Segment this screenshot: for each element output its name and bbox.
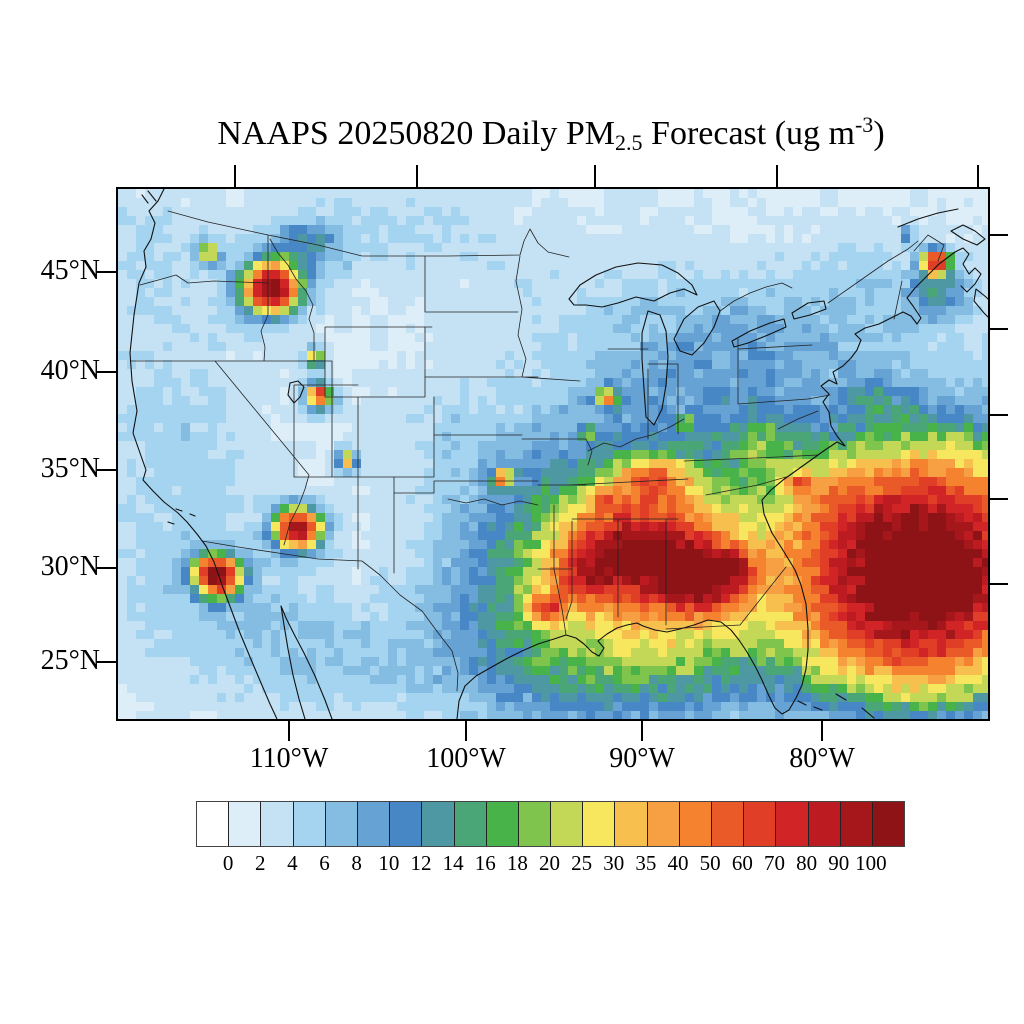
colorbar-cell xyxy=(808,802,841,846)
colorbar-cell xyxy=(261,802,294,846)
lat-tick-label: 25°N xyxy=(40,645,100,676)
colorbar-cell xyxy=(390,802,423,846)
top-tick xyxy=(977,165,979,187)
lon-tick-label: 90°W xyxy=(609,743,675,774)
colorbar-cell xyxy=(647,802,680,846)
colorbar-cell xyxy=(840,802,873,846)
colorbar-tick-label: 4 xyxy=(287,851,298,875)
colorbar-tick-label: 80 xyxy=(796,851,818,875)
colorbar-cell xyxy=(712,802,745,846)
lat-tick-label: 30°N xyxy=(40,551,100,582)
colorbar-cell xyxy=(293,802,326,846)
lat-tick-label: 40°N xyxy=(40,355,100,386)
lon-tick xyxy=(821,719,823,741)
colorbar-tick-label: 90 xyxy=(828,851,850,875)
colorbar-tick-label: 30 xyxy=(603,851,625,875)
colorbar-cell xyxy=(486,802,519,846)
lon-tick xyxy=(465,719,467,741)
colorbar-tick-label: 0 xyxy=(222,851,234,875)
colorbar-tick-label: 12 xyxy=(410,851,432,875)
colorbar-tick-label: 2 xyxy=(255,851,266,875)
right-tick xyxy=(988,498,1008,500)
colorbar-tick-label: 35 xyxy=(635,851,657,875)
colorbar-cell xyxy=(357,802,391,846)
colorbar-tick-label: 50 xyxy=(699,851,721,875)
colorbar-tick-label: 18 xyxy=(506,851,528,875)
lon-tick xyxy=(288,719,290,741)
colorbar-tick-label: 14 xyxy=(442,851,464,875)
colorbar-cell xyxy=(744,802,777,846)
colorbar-cell xyxy=(197,802,230,846)
colorbar-tick-label: 8 xyxy=(351,851,362,875)
top-tick xyxy=(776,165,778,187)
colorbar-tick-label: 20 xyxy=(539,851,560,875)
colorbar-tick-label: 25 xyxy=(571,851,593,875)
colorbar-cell xyxy=(583,802,616,846)
right-tick xyxy=(988,414,1008,416)
title-superscript: -3 xyxy=(854,112,874,137)
chart-title: NAAPS 20250820 Daily PM2.5 Forecast (ug … xyxy=(0,112,1024,156)
colorbar-cell xyxy=(454,802,487,846)
lat-tick xyxy=(96,567,116,569)
lon-tick-label: 80°W xyxy=(789,743,855,774)
pm25-heatmap-canvas xyxy=(118,189,988,719)
colorbar-tick-label: 60 xyxy=(731,851,753,875)
lat-tick-label: 45°N xyxy=(40,255,100,286)
top-tick xyxy=(594,165,596,187)
title-subscript: 2.5 xyxy=(615,130,643,155)
colorbar-cell xyxy=(551,802,584,846)
colorbar-cell xyxy=(325,802,358,846)
right-tick xyxy=(988,583,1008,585)
lat-tick xyxy=(96,271,116,273)
lat-tick-label: 35°N xyxy=(40,453,100,484)
right-tick xyxy=(988,328,1008,330)
lat-tick xyxy=(96,661,116,663)
lon-tick xyxy=(641,719,643,741)
lon-tick-label: 110°W xyxy=(249,743,329,774)
colorbar-cell xyxy=(229,802,262,846)
colorbar-tick-label: 6 xyxy=(319,851,330,875)
map-plot-area xyxy=(116,187,990,721)
lat-tick xyxy=(96,469,116,471)
colorbar-tick-label: 40 xyxy=(667,851,689,875)
colorbar-tick-label: 100 xyxy=(855,851,887,875)
top-tick xyxy=(234,165,236,187)
colorbar-cell xyxy=(615,802,648,846)
lon-tick-label: 100°W xyxy=(426,743,506,774)
top-tick xyxy=(416,165,418,187)
colorbar-cell xyxy=(422,802,455,846)
colorbar-tick-label: 16 xyxy=(474,851,496,875)
colorbar-cell xyxy=(872,802,905,846)
colorbar-tick-label: 70 xyxy=(763,851,785,875)
right-tick xyxy=(988,234,1008,236)
colorbar-tick-label: 10 xyxy=(378,851,400,875)
lat-tick xyxy=(96,371,116,373)
colorbar-cell xyxy=(776,802,809,846)
title-middle: Forecast (ug m xyxy=(642,115,855,152)
colorbar xyxy=(196,801,905,847)
title-suffix: ) xyxy=(873,115,885,152)
title-prefix: NAAPS 20250820 Daily PM xyxy=(217,115,616,152)
colorbar-cell xyxy=(518,802,552,846)
colorbar-cell xyxy=(679,802,712,846)
